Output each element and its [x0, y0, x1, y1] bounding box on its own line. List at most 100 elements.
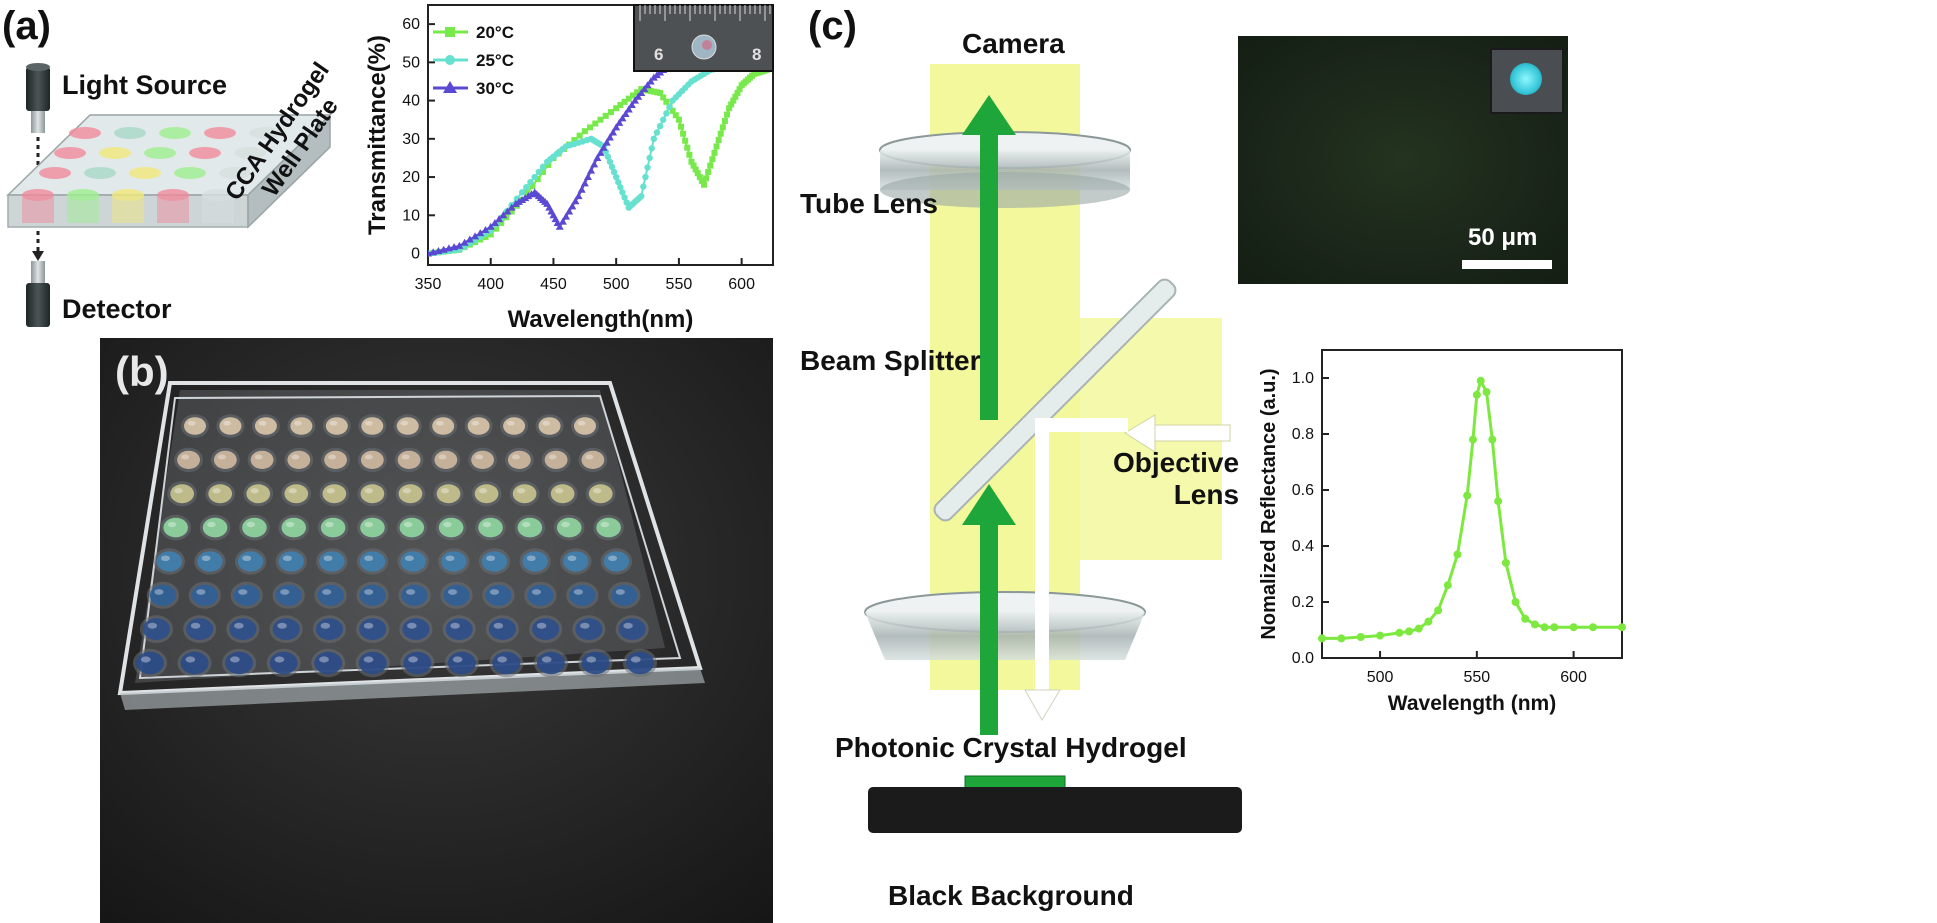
well-highlight	[280, 589, 290, 595]
well	[581, 450, 605, 469]
well-highlight	[567, 555, 577, 562]
data-point	[643, 81, 652, 89]
panel-b-letter: (b)	[115, 348, 169, 395]
data-point	[690, 162, 697, 169]
data-point	[481, 225, 490, 233]
photonic-crystal-label: Photonic Crystal Hydrogel	[835, 732, 1187, 763]
data-point	[629, 92, 636, 99]
detector-icon	[26, 261, 50, 327]
data-point	[644, 164, 651, 171]
well	[611, 584, 638, 606]
objective-lens-label: Objective Lens	[1113, 447, 1239, 511]
well	[447, 651, 476, 675]
well-highlight	[630, 656, 641, 663]
well	[403, 651, 432, 675]
well	[467, 417, 490, 435]
data-point	[523, 184, 530, 191]
well-highlight	[212, 488, 221, 494]
data-point	[487, 231, 494, 238]
data-point	[527, 178, 534, 186]
well-highlight	[586, 656, 597, 663]
y-tick-label: 0.6	[1292, 482, 1314, 499]
well	[550, 484, 575, 504]
well-highlight	[196, 589, 206, 595]
data-point	[644, 87, 651, 94]
well	[574, 417, 596, 435]
data-point	[592, 120, 599, 127]
well	[233, 584, 260, 606]
data-point	[696, 174, 703, 181]
well-highlight	[207, 521, 216, 528]
data-point	[602, 112, 609, 119]
well	[156, 551, 182, 572]
data-point	[503, 207, 512, 215]
data-point	[455, 241, 464, 249]
well	[538, 417, 561, 435]
well	[563, 551, 589, 572]
well	[532, 618, 560, 640]
well-highlight	[258, 420, 267, 426]
data-point	[1588, 623, 1597, 632]
data-point	[1511, 598, 1520, 606]
well	[319, 551, 345, 572]
well-highlight	[161, 555, 170, 562]
data-point	[608, 163, 616, 171]
well-highlight	[400, 420, 409, 426]
data-point	[692, 166, 699, 173]
well-plate-icon	[6, 113, 332, 229]
data-point	[574, 192, 583, 200]
data-point	[521, 194, 530, 202]
x-tick-label: 550	[666, 276, 693, 293]
well-highlight	[250, 488, 259, 494]
data-point	[607, 109, 614, 116]
data-point	[618, 114, 627, 122]
well-highlight	[282, 555, 292, 562]
well	[396, 417, 419, 435]
data-point	[604, 153, 612, 160]
data-point	[650, 88, 657, 95]
well-highlight	[364, 488, 373, 494]
data-point	[1521, 614, 1530, 623]
data-point	[713, 143, 720, 150]
data-point	[476, 229, 485, 237]
well	[488, 618, 516, 640]
well	[481, 551, 508, 572]
well	[269, 651, 298, 675]
well-highlight	[516, 488, 526, 494]
data-point	[1468, 435, 1477, 444]
data-point	[726, 105, 733, 112]
well	[432, 417, 455, 435]
well	[290, 417, 313, 435]
data-point	[524, 192, 533, 200]
well	[186, 618, 214, 640]
well	[177, 450, 200, 469]
well	[213, 450, 237, 469]
well-highlight	[363, 622, 374, 629]
data-point	[1414, 624, 1423, 633]
well-highlight	[440, 488, 450, 494]
data-point	[1530, 620, 1539, 629]
well-highlight	[323, 555, 333, 562]
data-point	[663, 110, 670, 117]
data-point	[1443, 581, 1452, 590]
well	[471, 450, 495, 469]
tube-lens-label: Tube Lens	[800, 188, 938, 219]
well	[596, 517, 621, 538]
data-point	[672, 112, 679, 119]
data-point	[1540, 623, 1549, 632]
well	[361, 417, 384, 435]
data-point	[511, 199, 520, 207]
well	[359, 618, 387, 640]
data-point	[524, 189, 531, 196]
well-highlight	[497, 656, 508, 663]
data-point	[590, 160, 599, 168]
well-highlight	[436, 420, 444, 426]
data-point	[680, 130, 687, 137]
ruler-number: 8	[752, 45, 761, 64]
well-plate-photo	[100, 338, 773, 923]
well-highlight	[536, 622, 547, 629]
well	[229, 618, 257, 640]
data-point	[1482, 388, 1491, 396]
data-point	[535, 168, 543, 176]
data-point	[678, 123, 684, 130]
